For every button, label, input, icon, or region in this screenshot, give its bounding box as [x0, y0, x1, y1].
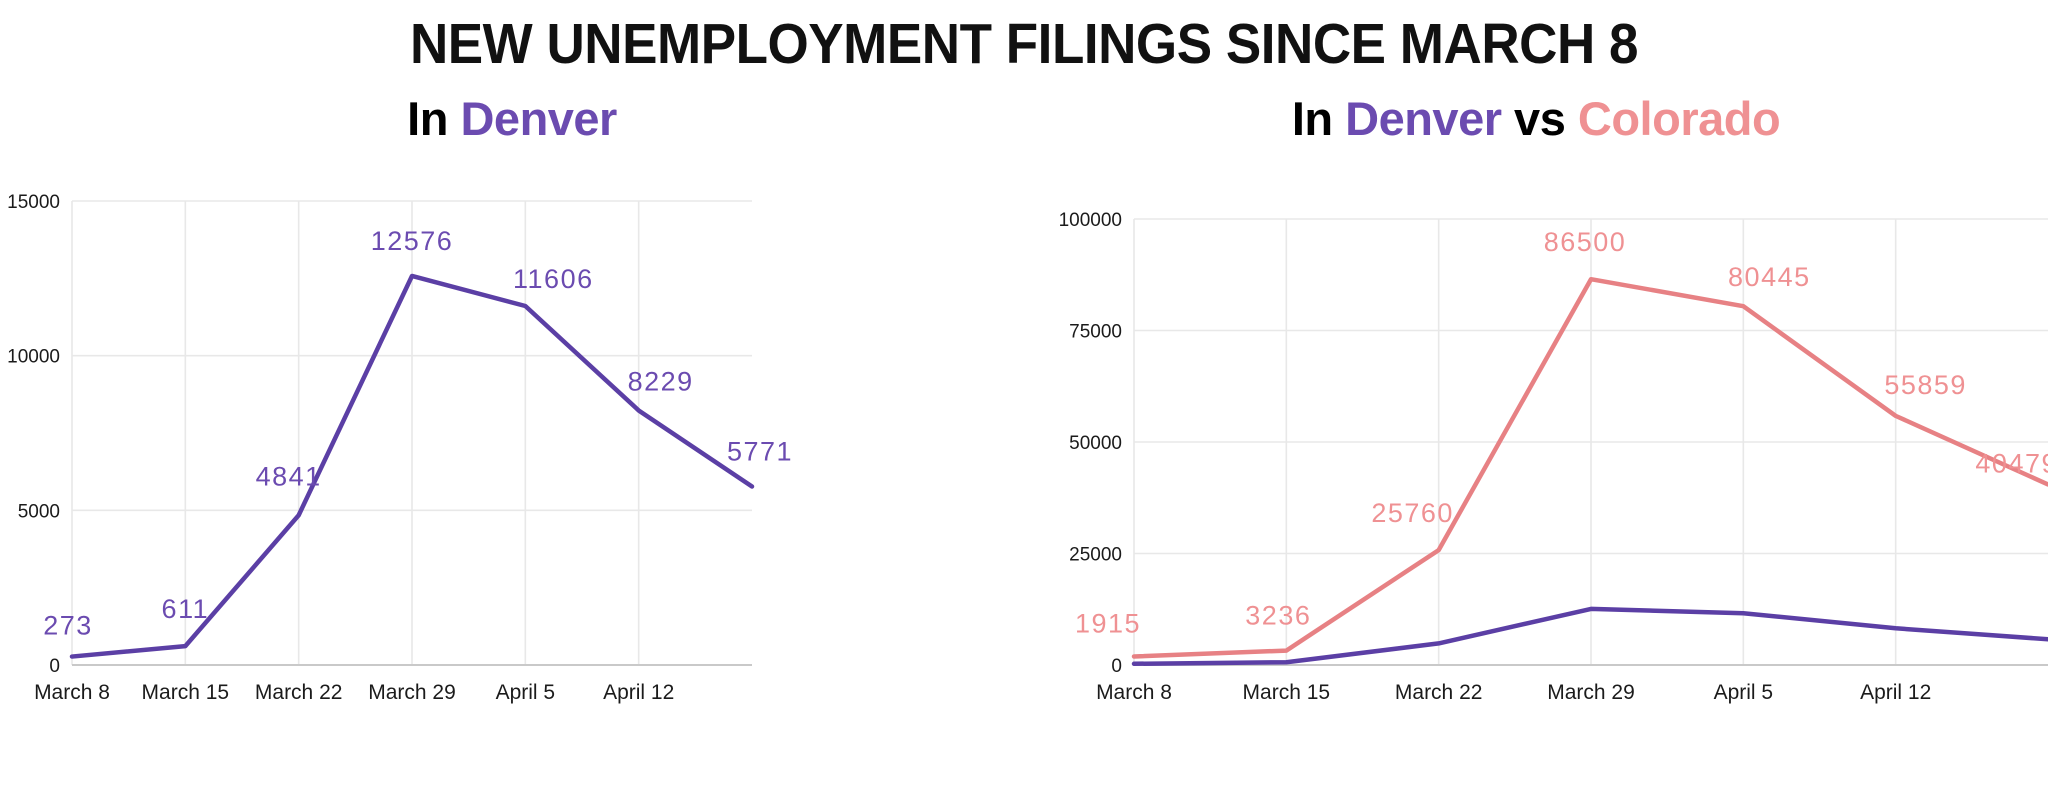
y-axis-tick-label: 0 — [49, 656, 60, 677]
y-axis-tick-label: 75000 — [1069, 322, 1122, 343]
x-axis-tick-label: April 12 — [603, 681, 674, 704]
denver-chart-subtitle: In Denver — [0, 91, 1024, 142]
x-axis-tick-label: March 29 — [368, 681, 456, 704]
data-point-label: 55859 — [1884, 370, 1967, 400]
series-line-denver — [1131, 606, 2048, 667]
denver-vs-colorado-line-chart-svg: 0 25000 50000 75000 100000 March 8 March 15 Mar… — [1059, 210, 2048, 704]
series-line-colorado — [1131, 276, 2048, 659]
page-title: NEW UNEMPLOYMENT FILINGS SINCE MARCH 8 — [409, 12, 1639, 76]
data-point-label: 611 — [162, 594, 210, 624]
data-point-label: 4841 — [256, 461, 322, 491]
data-point-label: 3236 — [1245, 601, 1311, 631]
data-point-label: 8229 — [628, 366, 694, 396]
x-axis-tick-label: April 5 — [1714, 681, 1774, 704]
subtitle-prefix: In — [407, 92, 461, 145]
x-axis-tick-label: March 8 — [34, 681, 110, 704]
denver-chart-panel: In Denver 0 5000 10000 15000 March 8 March 15… — [0, 91, 1024, 791]
x-axis-tick-label: March 29 — [1547, 681, 1635, 704]
y-axis-tick-label: 10000 — [7, 347, 60, 368]
x-axis-tick-label: March 22 — [1395, 681, 1483, 704]
denver-vs-colorado-chart-plot: 0 25000 50000 75000 100000 March 8 March 15 Mar… — [1024, 91, 2048, 791]
y-axis-tick-label: 5000 — [18, 501, 60, 522]
data-point-label: 12576 — [371, 226, 454, 256]
subtitle-denver: Denver — [460, 92, 617, 145]
x-axis-tick-label: March 22 — [255, 681, 343, 704]
data-point-label: 86500 — [1544, 227, 1627, 257]
data-point-label: 1915 — [1075, 608, 1141, 638]
data-point-label: 11606 — [513, 264, 594, 294]
y-axis-tick-label: 25000 — [1069, 545, 1122, 566]
data-point-label: 80445 — [1728, 262, 1811, 292]
x-axis-tick-label: April 12 — [1860, 681, 1931, 704]
data-point-label: 273 — [43, 611, 93, 641]
y-axis-tick-label: 15000 — [7, 192, 60, 213]
y-axis-tick-label: 0 — [1111, 656, 1122, 677]
x-axis-tick-label: March 15 — [1243, 681, 1331, 704]
series-line-denver — [69, 273, 755, 659]
x-axis-tick-label: April 5 — [496, 681, 556, 704]
denver-line-chart-svg: 0 5000 10000 15000 March 8 March 15 March 22 Ma… — [7, 192, 793, 704]
denver-chart-plot: 0 5000 10000 15000 March 8 March 15 March 22 Ma… — [0, 91, 1024, 791]
denver-vs-colorado-chart-subtitle: In Denver vs Colorado — [1024, 91, 2048, 142]
subtitle-prefix: In — [1291, 92, 1346, 145]
subtitle-denver: Denver — [1345, 92, 1502, 145]
y-axis-tick-label: 50000 — [1069, 433, 1122, 454]
x-axis-tick-label: March 15 — [142, 681, 230, 704]
data-point-label: 25760 — [1371, 498, 1454, 528]
x-axis-tick-label: March 8 — [1096, 681, 1172, 704]
denver-vs-colorado-chart-panel: In Denver vs Colorado 0 25000 50000 75000 10… — [1024, 91, 2048, 791]
charts-container: In Denver 0 5000 10000 15000 March 8 March 15… — [0, 91, 2048, 791]
data-point-label: 40479 — [1975, 448, 2048, 478]
subtitle-colorado: Colorado — [1577, 92, 1781, 145]
y-axis-tick-label: 100000 — [1059, 210, 1122, 231]
subtitle-vs: vs — [1501, 92, 1578, 145]
data-point-label: 5771 — [727, 436, 793, 466]
